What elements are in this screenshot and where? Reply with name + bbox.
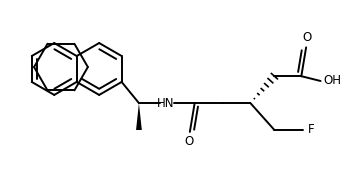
Text: F: F [308,124,314,137]
Polygon shape [136,103,142,130]
Text: HN: HN [157,97,175,110]
Text: O: O [302,31,312,44]
Text: OH: OH [323,74,341,87]
Text: O: O [184,135,194,148]
